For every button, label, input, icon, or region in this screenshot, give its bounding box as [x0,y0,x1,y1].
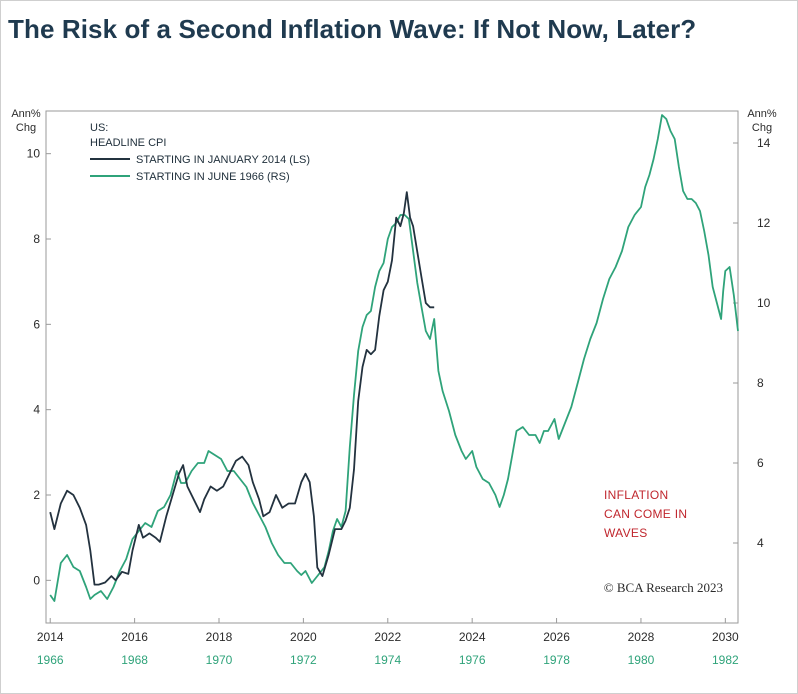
plot-area [45,110,739,624]
x-tick-label-alt: 1966 [37,653,64,667]
right-tick-label: 10 [757,296,771,310]
legend-heading: US: [90,122,108,134]
series-line-1966 [49,114,739,602]
right-tick-label: 4 [757,536,764,550]
right-tick-label: 14 [757,136,771,150]
right-axis: 4 6 8 10 12 14 [733,136,771,550]
x-tick-label-alt: 1968 [121,653,148,667]
annotation: INFLATION CAN COME IN WAVES [604,488,687,540]
left-tick-label: 8 [33,232,40,246]
x-tick-label: 2022 [374,630,401,644]
legend: US: HEADLINE CPI STARTING IN JANUARY 201… [90,122,310,183]
x-tick-label: 2028 [628,630,655,644]
right-axis-unit-sub: Chg [752,122,772,134]
left-axis: 0 2 4 6 8 10 [27,147,51,587]
chart-title: The Risk of a Second Inflation Wave: If … [8,14,697,44]
x-tick-label: 2024 [459,630,486,644]
left-tick-label: 0 [33,573,40,587]
x-tick-label: 2018 [206,630,233,644]
annotation-line-2: CAN COME IN [604,507,687,521]
series-line-2014 [49,191,435,586]
x-tick-label-alt: 1972 [290,653,317,667]
right-tick-label: 12 [757,216,771,230]
left-axis-unit: Ann% [11,108,41,120]
left-tick-label: 2 [33,488,40,502]
legend-entry-1966: STARTING IN JUNE 1966 (RS) [136,171,290,183]
legend-entry-2014: STARTING IN JANUARY 2014 (LS) [136,154,310,166]
x-tick-label-alt: 1974 [374,653,401,667]
right-tick-label: 8 [757,376,764,390]
left-tick-label: 4 [33,403,40,417]
legend-subheading: HEADLINE CPI [90,137,166,149]
left-axis-unit-sub: Chg [16,122,36,134]
credit-text: © BCA Research 2023 [604,580,723,595]
left-tick-label: 6 [33,317,40,331]
x-tick-label-alt: 1970 [206,653,233,667]
x-tick-label: 2020 [290,630,317,644]
x-tick-label-alt: 1978 [543,653,570,667]
annotation-line-3: WAVES [604,526,648,540]
x-tick-label-alt: 1982 [712,653,739,667]
x-tick-label: 2030 [712,630,739,644]
right-tick-label: 6 [757,456,764,470]
left-tick-label: 10 [27,147,41,161]
series-layer [49,114,739,602]
x-tick-label-alt: 1980 [628,653,655,667]
right-axis-unit: Ann% [747,108,777,120]
annotation-line-1: INFLATION [604,488,668,502]
x-tick-label: 2014 [37,630,64,644]
x-tick-label-alt: 1976 [459,653,486,667]
x-tick-label: 2016 [121,630,148,644]
x-axis: 2014 1966 2016 1968 2018 1970 2020 1972 2022 1974… [37,618,739,667]
x-tick-label: 2026 [543,630,570,644]
